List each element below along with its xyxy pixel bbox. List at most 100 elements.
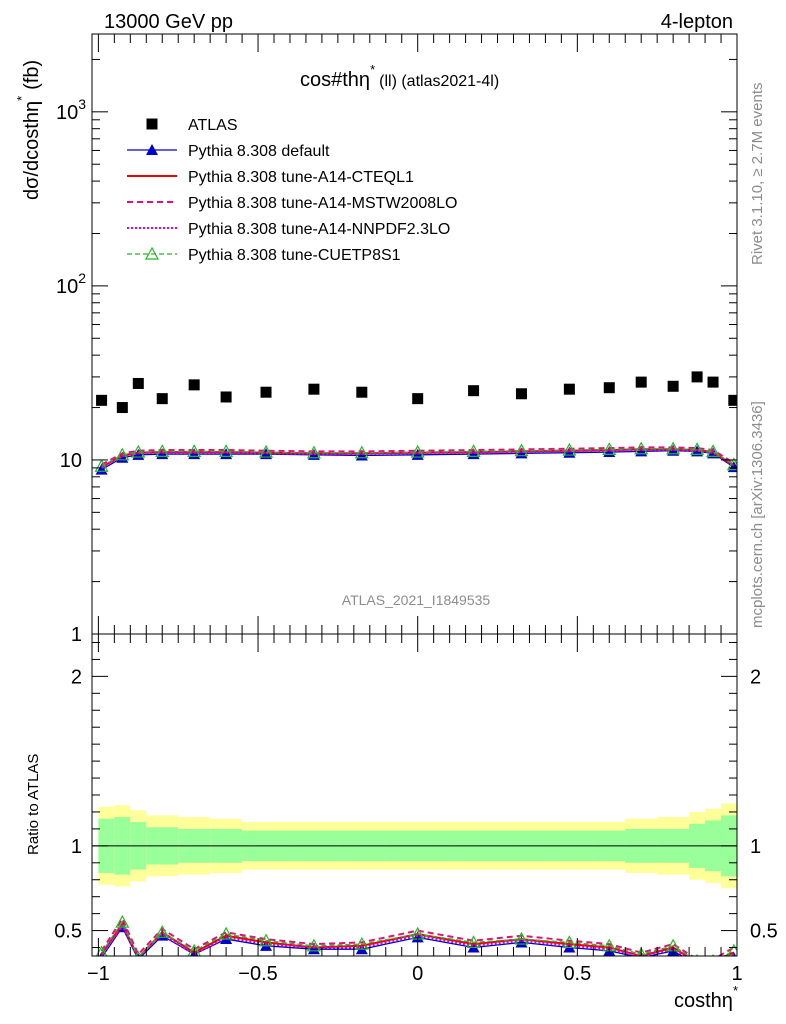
main-ytick-base: 10	[56, 276, 78, 298]
data-point-cuetp	[636, 947, 647, 956]
plot-title-tail: (ll) (atlas2021-4l)	[379, 73, 499, 90]
main-ytick-base: 10	[60, 450, 82, 472]
data-point-default	[515, 936, 528, 948]
data-point-atlas	[412, 393, 424, 405]
plot-title-sup: *	[370, 62, 375, 77]
main-ytick-exp: 3	[78, 96, 86, 112]
data-point-atlas	[260, 386, 272, 398]
xtick-label: 0.5	[563, 963, 591, 985]
header-right: 4-lepton	[661, 11, 733, 33]
data-point-cuetp	[711, 953, 715, 956]
ratio-ytick-label-right: 0.5	[750, 921, 778, 943]
data-point-cuetp	[131, 444, 146, 458]
data-point-cuetp	[306, 445, 321, 459]
legend-label-cteql1: Pythia 8.308 tune-A14-CTEQL1	[188, 169, 414, 186]
data-point-cuetp	[562, 935, 577, 949]
data-point-atlas	[728, 394, 737, 406]
data-point-atlas	[468, 385, 480, 397]
data-point-atlas	[356, 386, 368, 398]
series-mstw	[100, 916, 735, 956]
series-line-mstw	[101, 446, 735, 466]
data-point-default	[411, 931, 424, 943]
data-point-cuetp	[514, 931, 529, 945]
data-point-cuetp	[306, 938, 321, 952]
data-point-atlas	[188, 379, 200, 391]
data-point-cuetp	[466, 444, 481, 457]
legend: ATLAS Pythia 8.308 default Pythia 8.308 tu…	[127, 117, 457, 264]
data-point-cuetp	[602, 442, 617, 455]
data-point-cuetp	[354, 936, 369, 950]
legend-label-mstw: Pythia 8.308 tune-A14-MSTW2008LO	[188, 195, 457, 212]
main-ylabel-main: dσ/dcosthη	[21, 101, 43, 200]
data-point-cuetp	[466, 935, 481, 949]
series-mstw	[101, 446, 735, 466]
data-point-cuetp	[666, 441, 681, 455]
main-ytick-label: 103	[56, 96, 86, 124]
xtick-label: 1	[731, 963, 742, 985]
xlabel-main: costhη	[674, 990, 733, 1012]
data-point-cuetp	[562, 442, 577, 456]
data-point-atlas	[603, 382, 615, 394]
data-point-cuetp	[94, 458, 109, 472]
data-point-cuetp	[219, 926, 234, 940]
ratio-ytick-label-left: 2	[71, 666, 82, 688]
legend-item-cteql1: Pythia 8.308 tune-A14-CTEQL1	[127, 169, 414, 186]
data-point-atlas	[96, 394, 108, 406]
main-ytick-label: 10	[60, 450, 82, 472]
legend-marker-default	[146, 144, 158, 155]
rivet-label: Rivet 3.1.10, ≥ 2.7M events	[749, 83, 766, 266]
ratio-ytick-label-right: 1	[750, 836, 761, 858]
series-line-cteql1	[101, 448, 735, 468]
data-point-cuetp	[695, 953, 699, 956]
data-point-atlas	[308, 383, 320, 395]
legend-item-default: Pythia 8.308 default	[127, 143, 330, 160]
legend-label-nnpdf: Pythia 8.308 tune-A14-NNPDF2.3LO	[188, 221, 450, 238]
main-ytick-exp: 2	[78, 270, 86, 286]
data-point-atlas	[691, 371, 703, 383]
xtick-label: −0.5	[238, 963, 277, 985]
data-point-default	[707, 958, 719, 969]
main-ytick-label: 1	[71, 624, 82, 646]
data-point-atlas	[132, 377, 144, 389]
data-point-default	[691, 958, 703, 969]
xlabel: costhη*	[674, 983, 738, 1012]
watermark: ATLAS_2021_I1849535	[342, 592, 491, 608]
plot-title: cos#thη* (ll) (atlas2021-4l)	[300, 62, 499, 91]
xtick-label: −1	[87, 963, 110, 985]
data-point-cuetp	[410, 444, 425, 458]
data-point-cuetp	[115, 447, 130, 461]
data-point-cuetp	[259, 933, 274, 947]
legend-item-mstw: Pythia 8.308 tune-A14-MSTW2008LO	[127, 195, 457, 212]
data-point-default	[95, 463, 108, 475]
series-cuetp	[94, 441, 737, 472]
ratio-ytick-label-right: 2	[750, 666, 761, 688]
legend-item-atlas: ATLAS	[146, 117, 238, 134]
xlabel-sup: *	[733, 983, 738, 998]
series-line-mstw	[100, 916, 735, 956]
main-ylabel-sup: *	[14, 96, 29, 101]
mcplots-label: mcplots.cern.ch [arXiv:1306.3436]	[749, 401, 766, 628]
legend-marker-cuetp	[144, 246, 160, 260]
data-point-cuetp	[115, 914, 130, 928]
main-ylabel-tail: (fb)	[21, 60, 43, 90]
data-point-cuetp	[259, 444, 274, 458]
xtick-label: 0	[412, 963, 423, 985]
data-point-cuetp	[187, 444, 202, 457]
data-point-cuetp	[219, 444, 234, 457]
data-point-cuetp	[690, 442, 705, 455]
data-point-atlas	[116, 402, 128, 414]
data-point-cuetp	[354, 445, 369, 459]
data-point-default	[307, 943, 320, 955]
ratio-frame	[91, 633, 738, 957]
data-point-cuetp	[155, 925, 170, 938]
data-point-cuetp	[634, 441, 649, 455]
data-point-atlas	[220, 391, 232, 403]
data-point-atlas	[667, 380, 679, 392]
main-series	[94, 371, 737, 475]
data-point-atlas	[635, 376, 647, 388]
data-point-atlas	[563, 383, 575, 395]
data-point-atlas	[707, 376, 719, 388]
series-atlas	[96, 371, 737, 414]
